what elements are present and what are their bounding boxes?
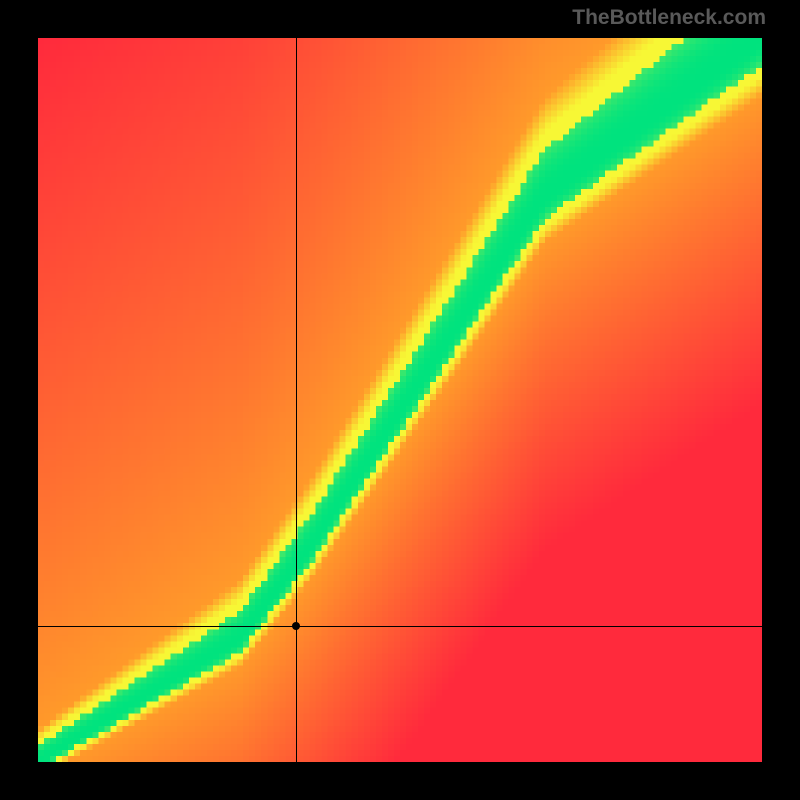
heatmap-plot bbox=[38, 38, 762, 762]
heatmap-canvas bbox=[38, 38, 762, 762]
watermark-text: TheBottleneck.com bbox=[572, 6, 766, 30]
crosshair-vertical bbox=[296, 38, 297, 762]
crosshair-marker bbox=[292, 622, 300, 630]
crosshair-horizontal bbox=[38, 626, 762, 627]
